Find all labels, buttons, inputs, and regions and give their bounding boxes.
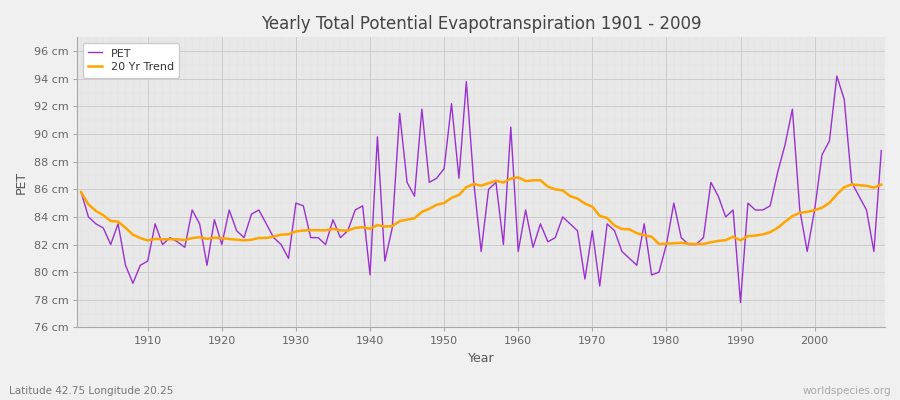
Line: 20 Yr Trend: 20 Yr Trend bbox=[81, 178, 881, 244]
20 Yr Trend bbox=[609, 223, 620, 228]
20 Yr Trend bbox=[876, 182, 886, 187]
20 Yr Trend bbox=[76, 190, 86, 194]
PET bbox=[602, 222, 613, 226]
20 Yr Trend bbox=[653, 242, 664, 246]
PET bbox=[832, 74, 842, 78]
X-axis label: Year: Year bbox=[468, 352, 494, 365]
PET bbox=[513, 249, 524, 254]
20 Yr Trend bbox=[298, 228, 309, 233]
Text: Latitude 42.75 Longitude 20.25: Latitude 42.75 Longitude 20.25 bbox=[9, 386, 174, 396]
PET bbox=[298, 204, 309, 208]
Text: worldspecies.org: worldspecies.org bbox=[803, 386, 891, 396]
20 Yr Trend bbox=[506, 176, 517, 181]
PET bbox=[135, 263, 146, 268]
Y-axis label: PET: PET bbox=[15, 171, 28, 194]
PET bbox=[876, 148, 886, 153]
PET bbox=[342, 228, 353, 233]
20 Yr Trend bbox=[135, 236, 146, 240]
Line: PET: PET bbox=[81, 76, 881, 302]
20 Yr Trend bbox=[520, 179, 531, 184]
PET bbox=[735, 300, 746, 305]
Legend: PET, 20 Yr Trend: PET, 20 Yr Trend bbox=[83, 43, 179, 78]
Title: Yearly Total Potential Evapotranspiration 1901 - 2009: Yearly Total Potential Evapotranspiratio… bbox=[261, 15, 701, 33]
PET bbox=[76, 190, 86, 194]
PET bbox=[506, 125, 517, 130]
20 Yr Trend bbox=[513, 175, 524, 180]
20 Yr Trend bbox=[342, 228, 353, 233]
